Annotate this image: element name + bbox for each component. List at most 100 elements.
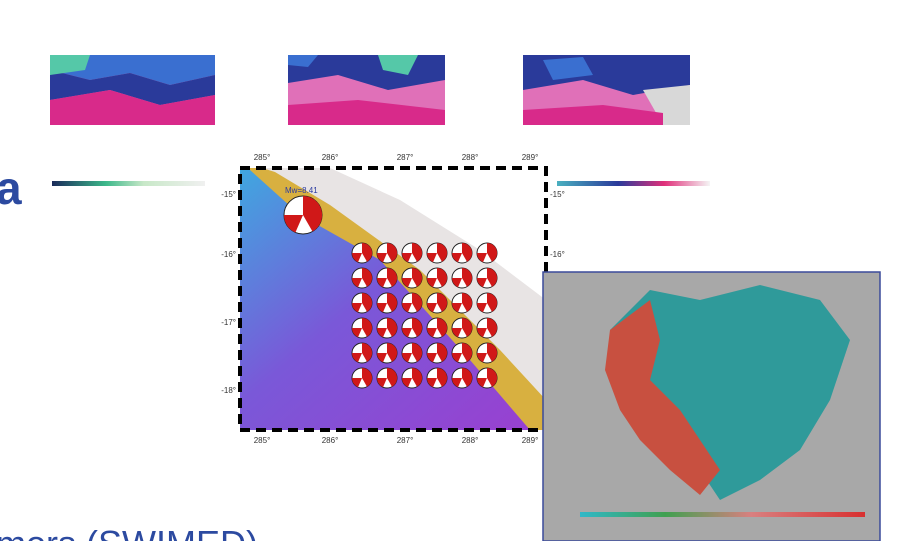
lat-label: -16°: [550, 250, 565, 259]
beach-ball-quadrant: [451, 353, 462, 363]
beach-ball-quadrant: [487, 342, 498, 362]
heading-fragment: a: [0, 162, 22, 214]
colorbar: [580, 512, 865, 517]
beach-ball-quadrant: [462, 342, 473, 362]
beach-ball-quadrant: [387, 317, 398, 337]
beach-ball-quadrant: [387, 267, 398, 287]
beach-ball-quadrant: [303, 195, 323, 232]
beach-ball-quadrant: [476, 253, 487, 263]
colorbar: [52, 181, 205, 186]
peaks: [330, 168, 546, 300]
focal-mechanisms: [283, 195, 498, 389]
beach-ball-quadrant: [451, 278, 462, 288]
beach-ball-quadrant: [437, 342, 448, 362]
beach-ball-quadrant: [462, 367, 473, 387]
lon-label: 289°: [522, 153, 539, 162]
beach-ball-quadrant: [387, 342, 398, 362]
beach-ball-quadrant: [362, 342, 373, 362]
beach-ball-quadrant: [437, 367, 448, 387]
lon-label: 287°: [397, 436, 414, 445]
beach-ball-quadrant: [362, 267, 373, 287]
lon-label: 285°: [254, 153, 271, 162]
beach-ball-quadrant: [487, 242, 498, 262]
beach-ball-quadrant: [462, 242, 473, 262]
beach-ball-quadrant: [437, 292, 448, 312]
beach-ball-quadrant: [412, 342, 423, 362]
beach-ball-quadrant: [426, 328, 437, 338]
beach-ball-quadrant: [412, 242, 423, 262]
beach-ball-quadrant: [451, 328, 462, 338]
lat-label: -15°: [221, 190, 236, 199]
lat-label: -18°: [221, 386, 236, 395]
beach-ball-quadrant: [376, 378, 387, 388]
beach-ball-quadrant: [387, 367, 398, 387]
beach-ball-quadrant: [451, 303, 462, 313]
beach-ball-quadrant: [351, 353, 362, 363]
beach-ball-quadrant: [401, 378, 412, 388]
model-panel: [542, 271, 881, 541]
beach-ball-quadrant: [476, 303, 487, 313]
beach-ball-quadrant: [412, 367, 423, 387]
lon-label: 286°: [322, 153, 339, 162]
beach-ball-quadrant: [401, 353, 412, 363]
beach-ball-quadrant: [351, 378, 362, 388]
beach-ball-quadrant: [351, 278, 362, 288]
beach-ball-quadrant: [351, 253, 362, 263]
model-red-zone: [605, 300, 720, 495]
beach-ball-quadrant: [426, 278, 437, 288]
beach-ball-quadrant: [437, 267, 448, 287]
beach-ball-quadrant: [462, 292, 473, 312]
map: Mw=8.41: [238, 166, 548, 432]
beach-ball-quadrant: [376, 303, 387, 313]
footer-fragment: mors (SWIMED): [0, 523, 258, 541]
lon-label: 289°: [522, 436, 539, 445]
beach-ball-quadrant: [376, 328, 387, 338]
beach-ball-quadrant: [426, 303, 437, 313]
beach-ball-quadrant: [487, 292, 498, 312]
beach-ball-quadrant: [462, 317, 473, 337]
beach-ball-quadrant: [426, 253, 437, 263]
beach-ball-quadrant: [487, 267, 498, 287]
beach-ball-quadrant: [401, 278, 412, 288]
beach-ball-quadrant: [376, 253, 387, 263]
lat-label: -15°: [550, 190, 565, 199]
beach-ball-quadrant: [283, 215, 303, 233]
beach-ball-quadrant: [437, 317, 448, 337]
beach-ball-quadrant: [387, 292, 398, 312]
event-label: Mw=8.41: [285, 186, 318, 195]
beach-ball-quadrant: [376, 278, 387, 288]
lon-label: 287°: [397, 153, 414, 162]
beach-ball-quadrant: [362, 367, 373, 387]
beach-ball-quadrant: [437, 242, 448, 262]
beach-ball-quadrant: [351, 303, 362, 313]
beach-ball-quadrant: [362, 242, 373, 262]
beach-ball-quadrant: [476, 278, 487, 288]
lon-label: 288°: [462, 436, 479, 445]
beach-ball-quadrant: [462, 267, 473, 287]
beach-ball-quadrant: [362, 292, 373, 312]
lat-label: -16°: [221, 250, 236, 259]
beach-ball-quadrant: [412, 317, 423, 337]
model-surface: [610, 285, 850, 500]
lon-label: 285°: [254, 436, 271, 445]
beach-ball-quadrant: [426, 378, 437, 388]
beach-ball-quadrant: [451, 378, 462, 388]
lon-label: 286°: [322, 436, 339, 445]
beach-ball-quadrant: [412, 267, 423, 287]
beach-ball-quadrant: [401, 328, 412, 338]
beach-ball-quadrant: [387, 242, 398, 262]
lat-label: -17°: [221, 318, 236, 327]
beach-ball-quadrant: [401, 253, 412, 263]
beach-ball-quadrant: [451, 253, 462, 263]
contour-panel: [50, 55, 215, 125]
beach-ball-quadrant: [476, 353, 487, 363]
beach-ball-quadrant: [401, 303, 412, 313]
beach-ball-quadrant: [476, 328, 487, 338]
contour-panels: [50, 55, 710, 186]
beach-ball-quadrant: [351, 328, 362, 338]
beach-ball-quadrant: [487, 317, 498, 337]
contour-panel: [523, 55, 690, 125]
beach-ball-quadrant: [426, 353, 437, 363]
colorbar: [557, 181, 710, 186]
beach-ball-quadrant: [362, 317, 373, 337]
